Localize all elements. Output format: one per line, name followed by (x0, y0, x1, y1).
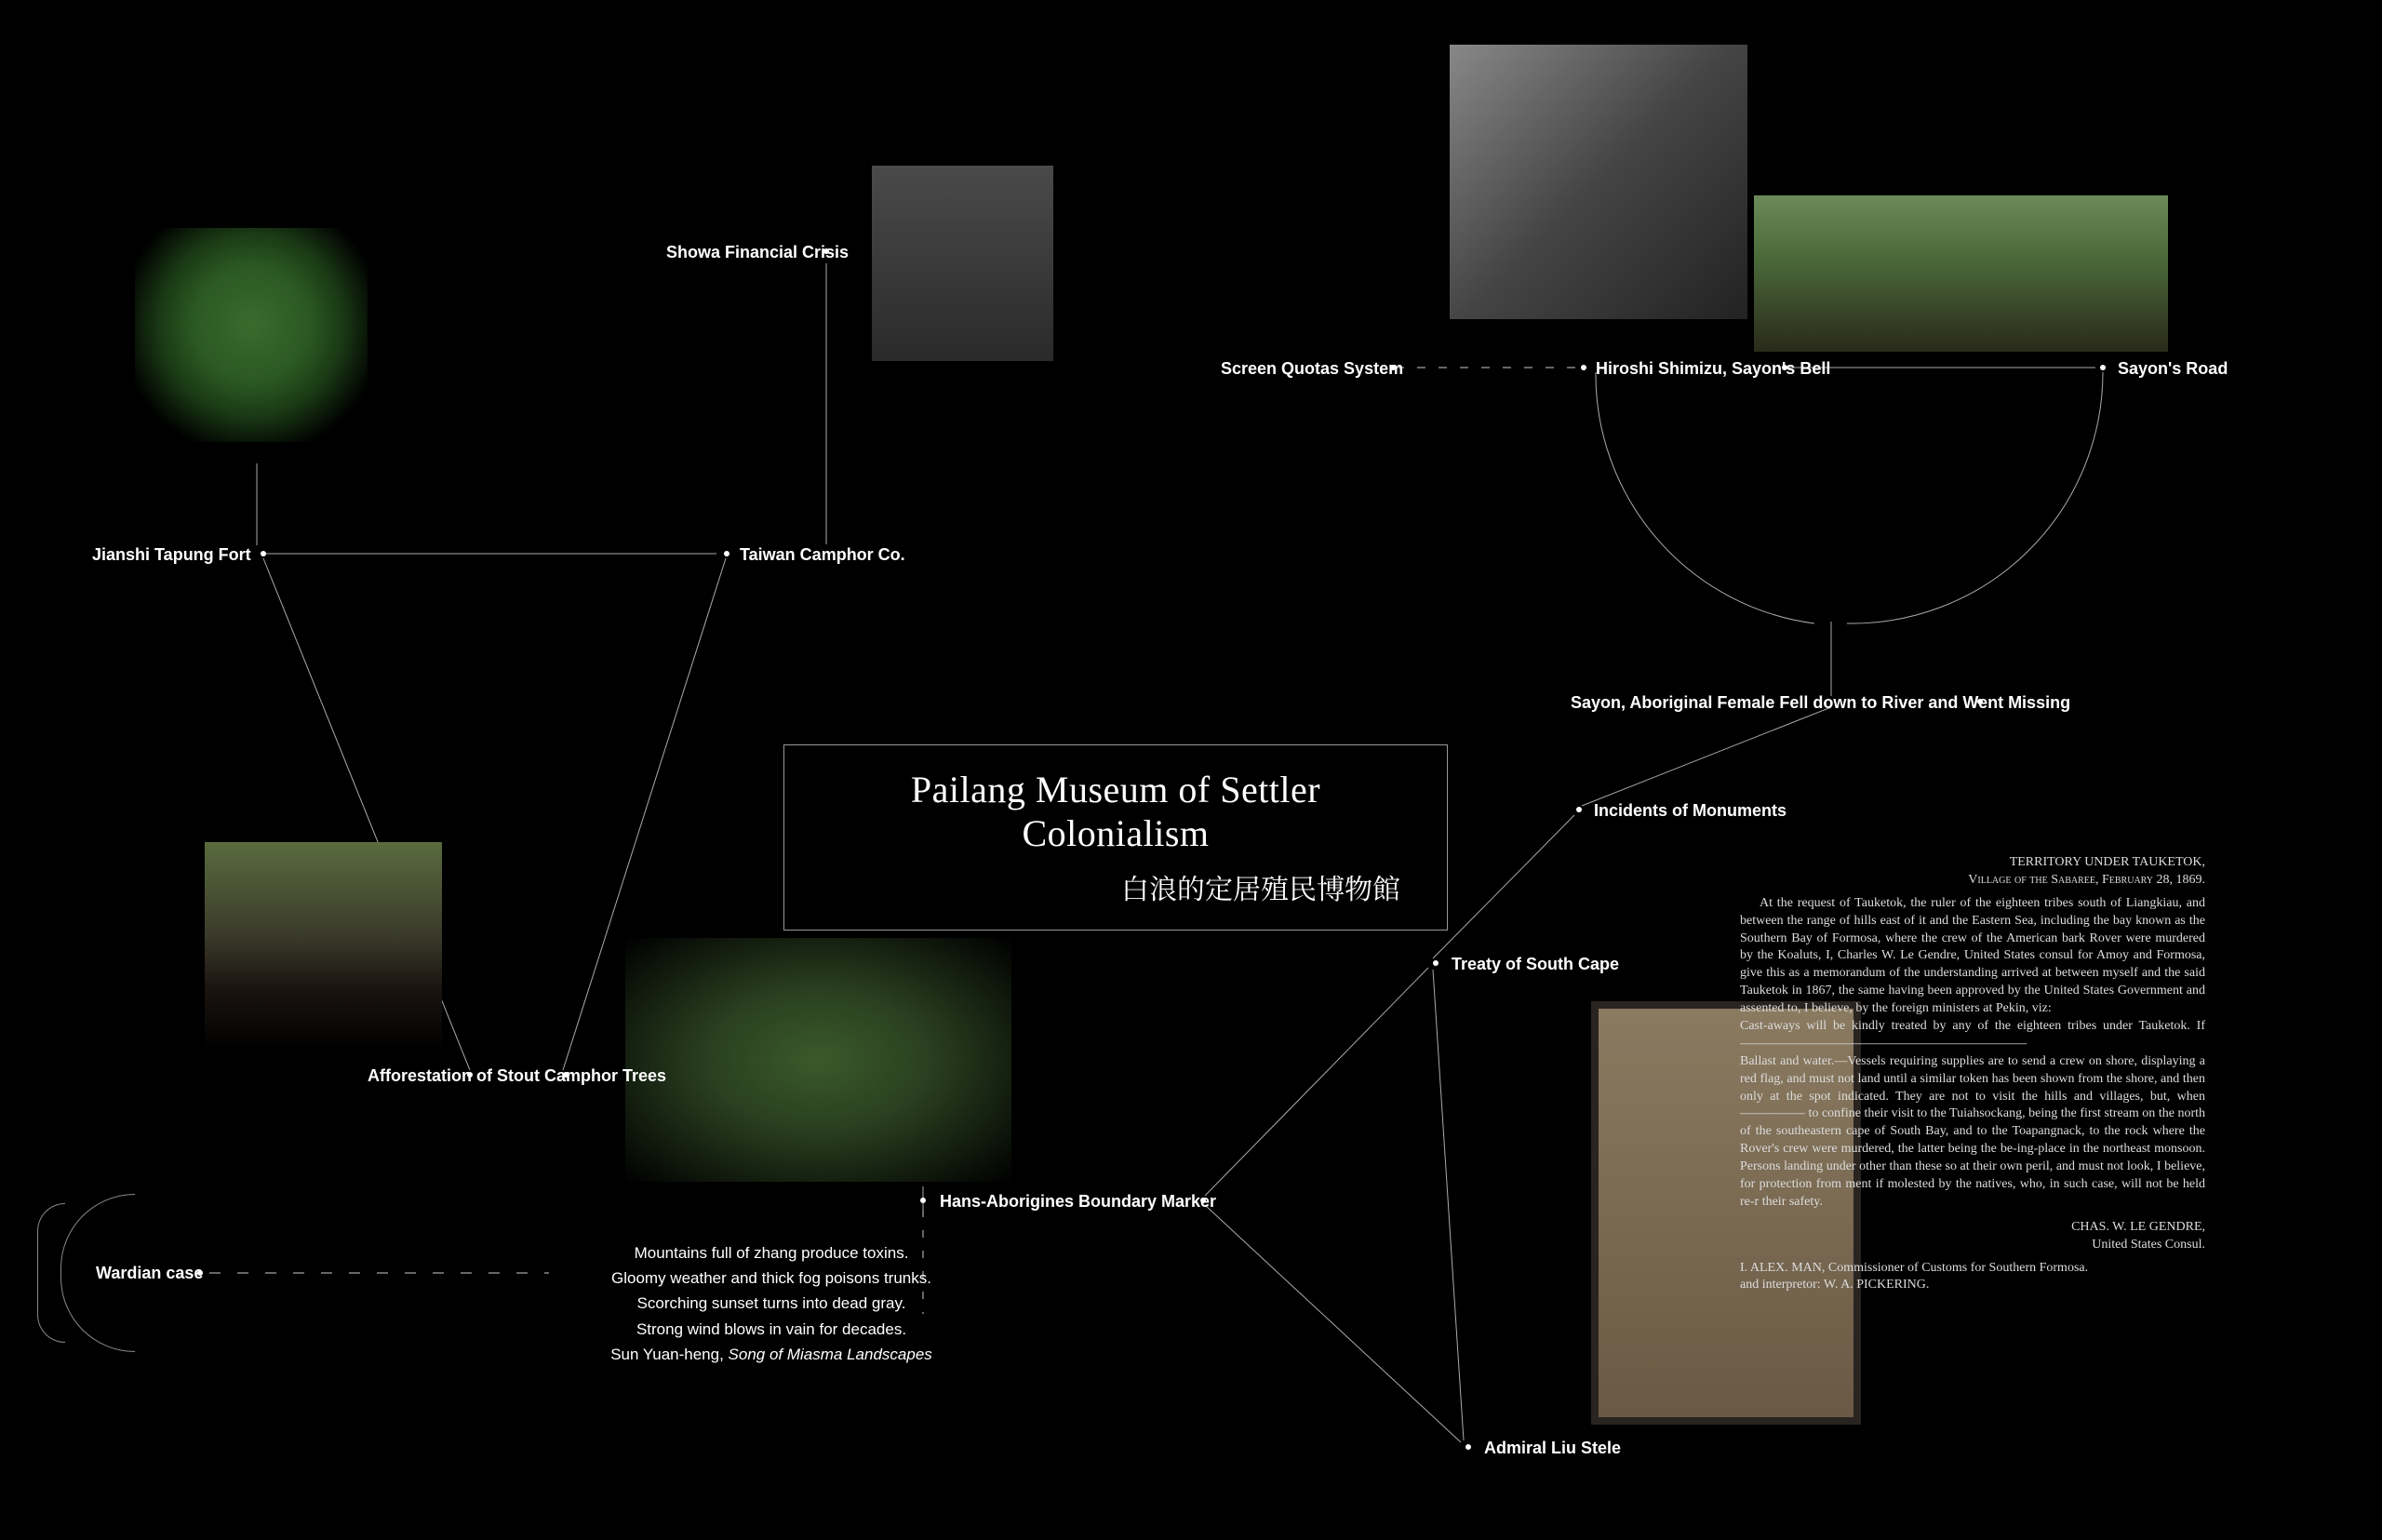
dot-showa (823, 248, 829, 254)
title-english: Pailang Museum of Settler Colonialism (822, 768, 1410, 855)
node-wardian[interactable]: Wardian case (96, 1264, 203, 1283)
dot-afforest-r (563, 1072, 569, 1078)
dot-camphor (724, 551, 729, 556)
dot-jianshi (261, 551, 266, 556)
dot-wardian (197, 1270, 203, 1276)
node-monuments[interactable]: Incidents of Monuments (1594, 801, 1786, 821)
node-sayonroad[interactable]: Sayon's Road (2118, 359, 2228, 379)
node-sayon-fell[interactable]: Sayon, Aboriginal Female Fell down to Ri… (1571, 693, 2070, 713)
image-camphor-tree (205, 842, 442, 1051)
poem-line-3: Scorching sunset turns into dead gray. (571, 1291, 971, 1316)
node-jianshi[interactable]: Jianshi Tapung Fort (92, 545, 251, 565)
node-shimizu[interactable]: Hiroshi Shimizu, Sayon's Bell (1596, 359, 1830, 379)
image-forest (625, 938, 1011, 1182)
dot-afforest-l (467, 1072, 473, 1078)
treaty-sig2: I. ALEX. MAN, Commissioner of Customs fo… (1740, 1260, 2205, 1295)
dot-sayonroad (2100, 365, 2106, 370)
treaty-header: TERRITORY UNDER TAUKETOK, Village of the… (1740, 854, 2205, 890)
poem-attribution: Sun Yuan-heng, Song of Miasma Landscapes (571, 1342, 971, 1367)
dot-sayon-fell (1977, 699, 1983, 704)
wardian-arc-inner (37, 1203, 65, 1343)
node-marker[interactable]: Hans-Aborigines Boundary Marker (940, 1192, 1216, 1212)
poem-line-2: Gloomy weather and thick fog poisons tru… (571, 1265, 971, 1291)
dot-liu (1465, 1444, 1471, 1450)
title-panel: Pailang Museum of Settler Colonialism 白浪… (783, 744, 1448, 931)
node-camphor[interactable]: Taiwan Camphor Co. (740, 545, 905, 565)
node-liu[interactable]: Admiral Liu Stele (1484, 1439, 1621, 1458)
node-afforest[interactable]: Afforestation of Stout Camphor Trees (368, 1066, 666, 1086)
image-sayons-road-bridge (1754, 195, 2168, 352)
dot-shimizu-l (1581, 365, 1586, 370)
dot-marker-r (1200, 1198, 1206, 1203)
treaty-text-block: TERRITORY UNDER TAUKETOK, Village of the… (1740, 854, 2205, 1294)
image-jianshi-fort (135, 228, 368, 442)
diagram-canvas: Pailang Museum of Settler Colonialism 白浪… (0, 0, 2382, 1540)
dot-marker-l (920, 1198, 926, 1203)
image-sayons-bell-film (1450, 45, 1747, 319)
dot-monuments (1576, 807, 1582, 812)
poem-line-4: Strong wind blows in vain for decades. (571, 1317, 971, 1342)
node-quotas[interactable]: Screen Quotas System (1221, 359, 1403, 379)
image-showa-crowd (872, 166, 1053, 361)
treaty-body: At the request of Tauketok, the ruler of… (1740, 895, 2205, 1212)
poem-line-1: Mountains full of zhang produce toxins. (571, 1240, 971, 1265)
dot-treaty (1433, 960, 1439, 966)
dot-quotas (1390, 365, 1396, 370)
title-chinese: 白浪的定居殖民博物館 (822, 866, 1410, 907)
dot-shimizu-r (1782, 365, 1787, 370)
node-showa[interactable]: Showa Financial Crisis (666, 243, 849, 262)
node-treaty[interactable]: Treaty of South Cape (1452, 955, 1619, 974)
treaty-sig1: CHAS. W. LE GENDRE, United States Consul… (1740, 1219, 2205, 1254)
poem-block: Mountains full of zhang produce toxins. … (571, 1240, 971, 1367)
